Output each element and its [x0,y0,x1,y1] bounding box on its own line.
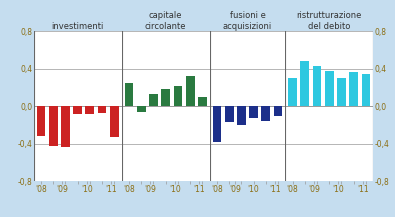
Bar [61,106,70,146]
Bar [198,97,207,106]
Bar [325,71,334,106]
Bar [237,106,246,125]
Title: investimenti: investimenti [51,22,104,31]
Bar [249,106,258,118]
Bar [361,74,371,106]
Bar [300,61,309,106]
Bar [149,94,158,106]
Bar [36,106,45,136]
Bar [261,106,270,121]
Title: fusioni e
acquisizioni: fusioni e acquisizioni [223,11,272,31]
Bar [186,76,195,106]
Bar [161,89,170,106]
Title: ristrutturazione
del debito: ristrutturazione del debito [297,11,362,31]
Bar [110,106,119,137]
Bar [225,106,233,122]
Bar [173,86,182,106]
Bar [124,83,134,106]
Bar [73,106,82,114]
Bar [312,66,322,106]
Bar [98,106,107,113]
Bar [273,106,282,116]
Bar [349,72,358,106]
Bar [137,106,146,112]
Bar [85,106,94,114]
Bar [213,106,222,142]
Bar [49,106,58,146]
Title: capitale
circolante: capitale circolante [145,11,186,31]
Bar [288,78,297,106]
Bar [337,78,346,106]
